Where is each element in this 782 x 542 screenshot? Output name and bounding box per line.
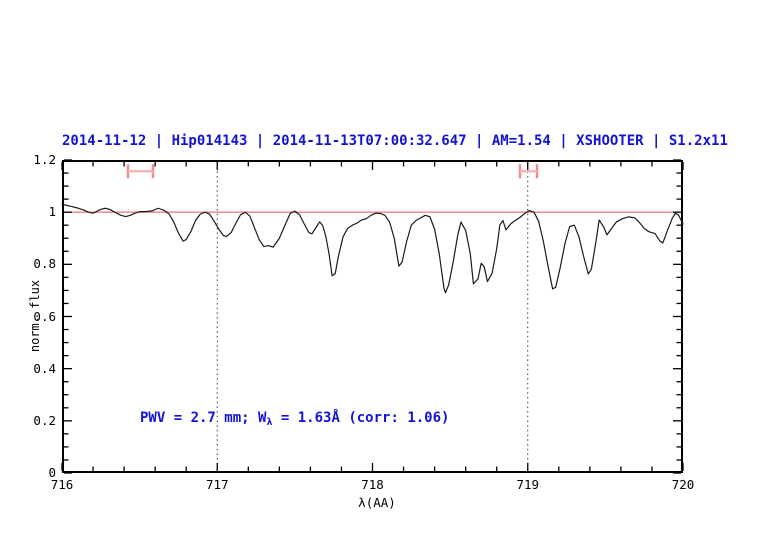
x-tick-label: 717 [205,477,229,492]
spectrum-curve [61,203,684,294]
y-tick-label: 0.8 [33,256,56,272]
y-tick-label: 0.4 [33,360,56,376]
x-tick-label: 718 [361,477,384,492]
y-tick-label: 0.6 [33,308,56,324]
spectrum-plot [61,159,684,474]
pwv-annotation-post: = 1.63Å (corr: 1.06) [272,410,450,426]
y-tick-label: 1.2 [33,152,56,167]
y-tick-label: 0.2 [33,412,56,428]
y-tick-label: 0 [48,465,56,480]
pwv-annotation: PWV = 2.7 mm; Wλ = 1.63Å (corr: 1.06) [140,410,449,428]
x-tick-label: 716 [50,477,74,492]
axis-frame [62,160,683,473]
x-axis-label: λ(AA) [358,495,396,510]
pwv-annotation-lambda-subscript: λ [266,417,273,428]
x-tick-label: 719 [516,477,540,492]
plot-title: 2014-11-12 | Hip014143 | 2014-11-13T07:0… [62,133,728,149]
pwv-annotation-pre: PWV = 2.7 mm; W [140,410,267,426]
y-tick-label: 1 [48,204,56,220]
x-tick-label: 720 [671,477,695,492]
